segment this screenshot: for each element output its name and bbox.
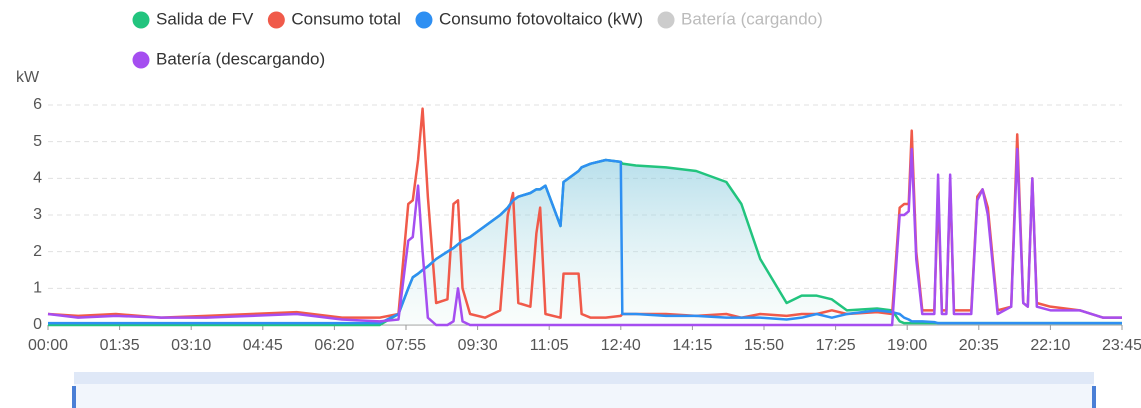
y-tick-label: 2 [33, 243, 42, 260]
legend-marker [132, 51, 150, 69]
x-tick-label: 07:55 [386, 337, 426, 354]
y-tick-label: 6 [33, 96, 42, 113]
x-tick-label: 00:00 [28, 337, 68, 354]
legend-label: Salida de FV [156, 9, 254, 28]
legend-marker [657, 11, 675, 29]
legend-marker [267, 11, 285, 29]
x-tick-label: 04:45 [243, 337, 283, 354]
series-line [48, 158, 1122, 325]
x-tick-label: 06:20 [314, 337, 354, 354]
y-tick-label: 1 [33, 280, 42, 297]
x-tick-label: 20:35 [959, 337, 999, 354]
zoom-handle-bar[interactable] [74, 372, 1094, 384]
y-tick-label: 0 [33, 316, 42, 333]
x-tick-label: 12:40 [601, 337, 641, 354]
legend-label: Consumo fotovoltaico (kW) [439, 9, 643, 28]
legend-marker [415, 11, 433, 29]
series-line [47, 147, 1122, 327]
y-tick-label: 4 [33, 170, 42, 187]
legend-item[interactable]: Batería (cargando) [657, 9, 823, 29]
legend-item[interactable]: Consumo fotovoltaico (kW) [415, 9, 643, 29]
legend-label: Consumo total [291, 9, 401, 28]
x-tick-label: 03:10 [171, 337, 211, 354]
x-tick-label: 09:30 [458, 337, 498, 354]
x-tick-label: 22:10 [1030, 337, 1070, 354]
y-tick-label: 5 [33, 133, 42, 150]
legend-label: Batería (descargando) [156, 49, 325, 68]
y-axis-label: kW [16, 69, 40, 86]
x-tick-label: 15:50 [744, 337, 784, 354]
legend-item[interactable]: Salida de FV [132, 9, 254, 29]
legend-item[interactable]: Batería (descargando) [132, 49, 326, 69]
x-tick-label: 23:45 [1102, 337, 1141, 354]
x-tick-label: 19:00 [887, 337, 927, 354]
area [48, 160, 1122, 325]
x-tick-label: 01:35 [100, 337, 140, 354]
zoom-left-handle[interactable] [72, 386, 76, 408]
legend-marker [132, 11, 150, 29]
x-tick-label: 17:25 [816, 337, 856, 354]
x-tick-label: 11:05 [530, 337, 569, 354]
legend-label: Batería (cargando) [681, 9, 823, 28]
x-tick-label: 14:15 [672, 337, 712, 354]
zoom-slider[interactable] [72, 372, 1096, 408]
zoom-right-handle[interactable] [1092, 386, 1096, 408]
legend-item[interactable]: Consumo total [267, 9, 401, 29]
y-tick-label: 3 [33, 206, 42, 223]
